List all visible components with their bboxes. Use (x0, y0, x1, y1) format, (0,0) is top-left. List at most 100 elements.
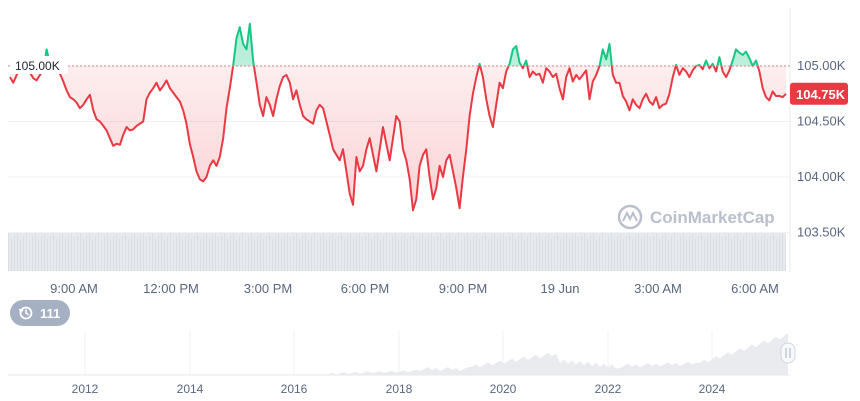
history-badge[interactable]: 111 (10, 300, 71, 326)
volume-bar (341, 233, 342, 271)
price-series (9, 22, 787, 212)
volume-bar (533, 239, 534, 271)
volume-bar (362, 239, 363, 271)
navigator-area (8, 333, 788, 375)
volume-bar (215, 233, 216, 271)
volume-bar (392, 236, 393, 271)
volume-bar (572, 236, 573, 271)
navigator-handle[interactable] (780, 342, 796, 364)
volume-bar (122, 236, 123, 271)
volume-bar (23, 236, 24, 271)
volume-bar (422, 233, 423, 271)
volume-bar (176, 236, 177, 271)
navigator-year-label: 2024 (699, 382, 726, 396)
volume-bar (386, 233, 387, 271)
volume-bar (197, 233, 198, 271)
volume-bar (746, 233, 747, 271)
volume-bar (653, 236, 654, 271)
volume-bar (167, 236, 168, 271)
volume-bar (320, 236, 321, 271)
volume-bar (434, 239, 435, 271)
volume-bar (635, 236, 636, 271)
volume-bar (242, 233, 243, 271)
navigator-year-label: 2020 (490, 382, 517, 396)
volume-bar (686, 239, 687, 271)
volume-bar (110, 239, 111, 271)
volume-bars (8, 233, 786, 271)
volume-bar (428, 236, 429, 271)
volume-bar (134, 233, 135, 271)
volume-bar (275, 236, 276, 271)
volume-bar (425, 239, 426, 271)
volume-bar (620, 233, 621, 271)
volume-bar (560, 239, 561, 271)
volume-bar (266, 236, 267, 271)
volume-bar (128, 239, 129, 271)
volume-bar (317, 239, 318, 271)
volume-bar (596, 239, 597, 271)
volume-bar (398, 239, 399, 271)
volume-bar (626, 236, 627, 271)
volume-bar (185, 236, 186, 271)
volume-bar (86, 236, 87, 271)
volume-bar (254, 239, 255, 271)
volume-bar (641, 239, 642, 271)
reference-line: 105.00K (8, 56, 790, 74)
volume-bar (101, 239, 102, 271)
volume-bar (377, 233, 378, 271)
volume-bar (293, 236, 294, 271)
volume-bar (59, 236, 60, 271)
volume-bar (14, 236, 15, 271)
volume-bar (35, 233, 36, 271)
volume-bar (521, 233, 522, 271)
volume-bar (719, 233, 720, 271)
volume-bar (482, 236, 483, 271)
volume-bar (506, 239, 507, 271)
volume-bar (467, 233, 468, 271)
volume-bar (332, 233, 333, 271)
volume-bar (347, 236, 348, 271)
volume-bar (395, 233, 396, 271)
volume-bar (611, 233, 612, 271)
volume-bar (701, 233, 702, 271)
volume-bar (131, 236, 132, 271)
volume-bar (584, 233, 585, 271)
volume-bar (629, 233, 630, 271)
volume-bar (449, 233, 450, 271)
history-count: 111 (40, 305, 61, 321)
y-axis: 105.00K 104.50K 104.00K 103.50K (797, 58, 846, 240)
navigator[interactable]: 2012 2014 2016 2018 2020 2022 2024 (8, 331, 796, 396)
series-line-down (9, 66, 787, 212)
volume-bar (752, 236, 753, 271)
volume-bar (476, 233, 477, 271)
volume-bar (518, 236, 519, 271)
volume-bar (731, 239, 732, 271)
volume-bar (737, 233, 738, 271)
volume-bar (530, 233, 531, 271)
volume-bar (11, 239, 12, 271)
volume-bar (245, 239, 246, 271)
volume-bar (149, 236, 150, 271)
volume-bar (557, 233, 558, 271)
volume-bar (743, 236, 744, 271)
volume-bar (590, 236, 591, 271)
volume-bar (302, 236, 303, 271)
volume-bar (8, 233, 9, 271)
volume-bar (356, 236, 357, 271)
volume-bar (224, 233, 225, 271)
volume-bar (485, 233, 486, 271)
reference-label: 105.00K (15, 59, 60, 73)
volume-bar (461, 239, 462, 271)
volume-bar (227, 239, 228, 271)
volume-bar (677, 239, 678, 271)
volume-bar (164, 239, 165, 271)
history-icon (18, 306, 33, 320)
y-tick-label: 104.00K (797, 169, 846, 184)
volume-bar (785, 239, 786, 271)
volume-bar (299, 239, 300, 271)
volume-bar (545, 236, 546, 271)
volume-bar (374, 236, 375, 271)
volume-bar (113, 236, 114, 271)
volume-bar (539, 233, 540, 271)
